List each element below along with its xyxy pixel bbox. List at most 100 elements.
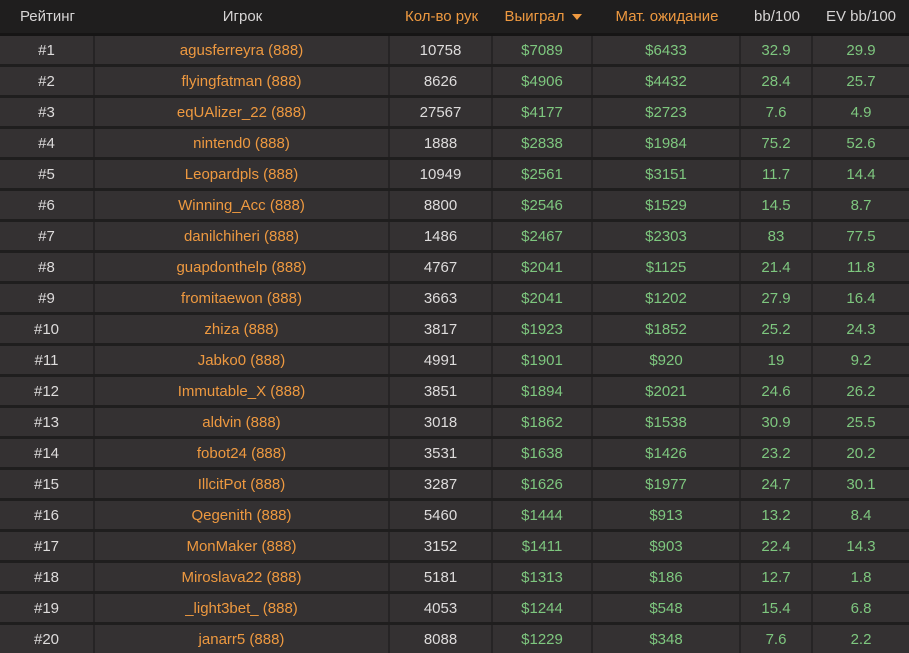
column-header-expectation[interactable]: Мат. ожидание [615, 8, 719, 25]
cell-won: $1626 [493, 470, 593, 498]
cell-player[interactable]: MonMaker (888) [95, 532, 390, 560]
cell-ev_bb100: 77.5 [846, 227, 876, 245]
cell-bb100: 24.7 [741, 470, 813, 498]
cell-expectation: $1538 [593, 408, 741, 436]
cell-player[interactable]: guapdonthelp (888) [95, 253, 390, 281]
cell-expectation: $913 [593, 501, 741, 529]
cell-won: $1244 [493, 594, 593, 622]
cell-rank: #12 [0, 377, 95, 405]
cell-hands: 8800 [390, 191, 493, 219]
cell-rank: #9 [0, 284, 95, 312]
cell-bb100: 25.2 [741, 315, 813, 343]
table-row: #15 IllcitPot (888) 3287 $1626 $1977 24.7 30.1 [0, 467, 909, 498]
cell-bb100: 7.6 [741, 625, 813, 653]
cell-player[interactable]: Jabko0 (888) [95, 346, 390, 374]
cell-rank: #4 [0, 129, 95, 157]
cell-player[interactable]: aldvin (888) [95, 408, 390, 436]
cell-won: $4906 [493, 67, 593, 95]
column-header-rank[interactable]: Рейтинг [19, 8, 76, 25]
cell-player[interactable]: Winning_Acc (888) [95, 191, 390, 219]
cell-bb100: 32.9 [741, 36, 813, 64]
cell-bb100: 24.6 [741, 377, 813, 405]
cell-bb100: 13.2 [741, 501, 813, 529]
table-row: #13 aldvin (888) 3018 $1862 $1538 30.9 25.5 [0, 405, 909, 436]
column-header-won-label: Выиграл [504, 8, 565, 25]
cell-expectation: $186 [593, 563, 741, 591]
column-header-ev-bb100[interactable]: EV bb/100 [825, 8, 897, 25]
cell-player[interactable]: IllcitPot (888) [95, 470, 390, 498]
cell-expectation: $1202 [593, 284, 741, 312]
cell-rank: #19 [0, 594, 95, 622]
cell-bb100: 21.4 [741, 253, 813, 281]
cell-bb100: 12.7 [741, 563, 813, 591]
cell-expectation: $1977 [593, 470, 741, 498]
cell-bb100: 30.9 [741, 408, 813, 436]
cell-ev_bb100: 6.8 [850, 599, 872, 617]
cell-rank: #11 [0, 346, 95, 374]
cell-rank: #14 [0, 439, 95, 467]
cell-hands: 8088 [390, 625, 493, 653]
cell-won: $2561 [493, 160, 593, 188]
cell-hands: 4053 [390, 594, 493, 622]
cell-player[interactable]: nintend0 (888) [95, 129, 390, 157]
cell-hands: 5460 [390, 501, 493, 529]
cell-ev_bb100: 14.4 [846, 165, 876, 183]
cell-hands: 4767 [390, 253, 493, 281]
cell-rank: #3 [0, 98, 95, 126]
table-row: #11 Jabko0 (888) 4991 $1901 $920 19 9.2 [0, 343, 909, 374]
column-header-bb100[interactable]: bb/100 [754, 8, 800, 25]
cell-ev_bb100: 1.8 [850, 568, 872, 586]
cell-won: $1313 [493, 563, 593, 591]
cell-won: $1638 [493, 439, 593, 467]
table-row: #9 fromitaewon (888) 3663 $2041 $1202 27.9 16.… [0, 281, 909, 312]
cell-bb100: 75.2 [741, 129, 813, 157]
column-header-won[interactable]: Выиграл [493, 0, 593, 33]
table-row: #6 Winning_Acc (888) 8800 $2546 $1529 14.5 8.7 [0, 188, 909, 219]
cell-hands: 3287 [390, 470, 493, 498]
cell-player[interactable]: Qegenith (888) [95, 501, 390, 529]
cell-player[interactable]: Immutable_X (888) [95, 377, 390, 405]
cell-player[interactable]: janarr5 (888) [95, 625, 390, 653]
cell-won: $1894 [493, 377, 593, 405]
cell-hands: 3851 [390, 377, 493, 405]
sort-desc-icon [571, 13, 582, 20]
cell-won: $2041 [493, 253, 593, 281]
cell-bb100: 19 [741, 346, 813, 374]
table-row: #12 Immutable_X (888) 3851 $1894 $2021 24.6 26… [0, 374, 909, 405]
cell-ev_bb100: 8.4 [850, 506, 872, 524]
cell-player[interactable]: flyingfatman (888) [95, 67, 390, 95]
table-row: #2 flyingfatman (888) 8626 $4906 $4432 28.4 25… [0, 64, 909, 95]
cell-bb100: 83 [741, 222, 813, 250]
cell-bb100: 28.4 [741, 67, 813, 95]
cell-bb100: 7.6 [741, 98, 813, 126]
table-row: #1 agusferreyra (888) 10758 $7089 $6433 32.9 2… [0, 36, 909, 64]
cell-hands: 4991 [390, 346, 493, 374]
column-header-player[interactable]: Игрок [222, 8, 263, 25]
cell-won: $1862 [493, 408, 593, 436]
cell-player[interactable]: Miroslava22 (888) [95, 563, 390, 591]
cell-hands: 3152 [390, 532, 493, 560]
cell-expectation: $1852 [593, 315, 741, 343]
cell-player[interactable]: fromitaewon (888) [95, 284, 390, 312]
cell-won: $1229 [493, 625, 593, 653]
cell-rank: #2 [0, 67, 95, 95]
cell-ev_bb100: 14.3 [846, 537, 876, 555]
cell-rank: #6 [0, 191, 95, 219]
cell-ev_bb100: 16.4 [846, 289, 876, 307]
cell-hands: 1486 [390, 222, 493, 250]
cell-expectation: $348 [593, 625, 741, 653]
cell-hands: 3817 [390, 315, 493, 343]
cell-player[interactable]: agusferreyra (888) [95, 36, 390, 64]
cell-rank: #16 [0, 501, 95, 529]
cell-player[interactable]: Leopardpls (888) [95, 160, 390, 188]
column-header-hands[interactable]: Кол-во рук [404, 8, 479, 25]
cell-expectation: $903 [593, 532, 741, 560]
cell-expectation: $4432 [593, 67, 741, 95]
cell-player[interactable]: danilchiheri (888) [95, 222, 390, 250]
cell-player[interactable]: eqUAlizer_22 (888) [95, 98, 390, 126]
cell-player[interactable]: zhiza (888) [95, 315, 390, 343]
cell-player[interactable]: _light3bet_ (888) [95, 594, 390, 622]
cell-player[interactable]: fobot24 (888) [95, 439, 390, 467]
cell-won: $2546 [493, 191, 593, 219]
cell-hands: 5181 [390, 563, 493, 591]
